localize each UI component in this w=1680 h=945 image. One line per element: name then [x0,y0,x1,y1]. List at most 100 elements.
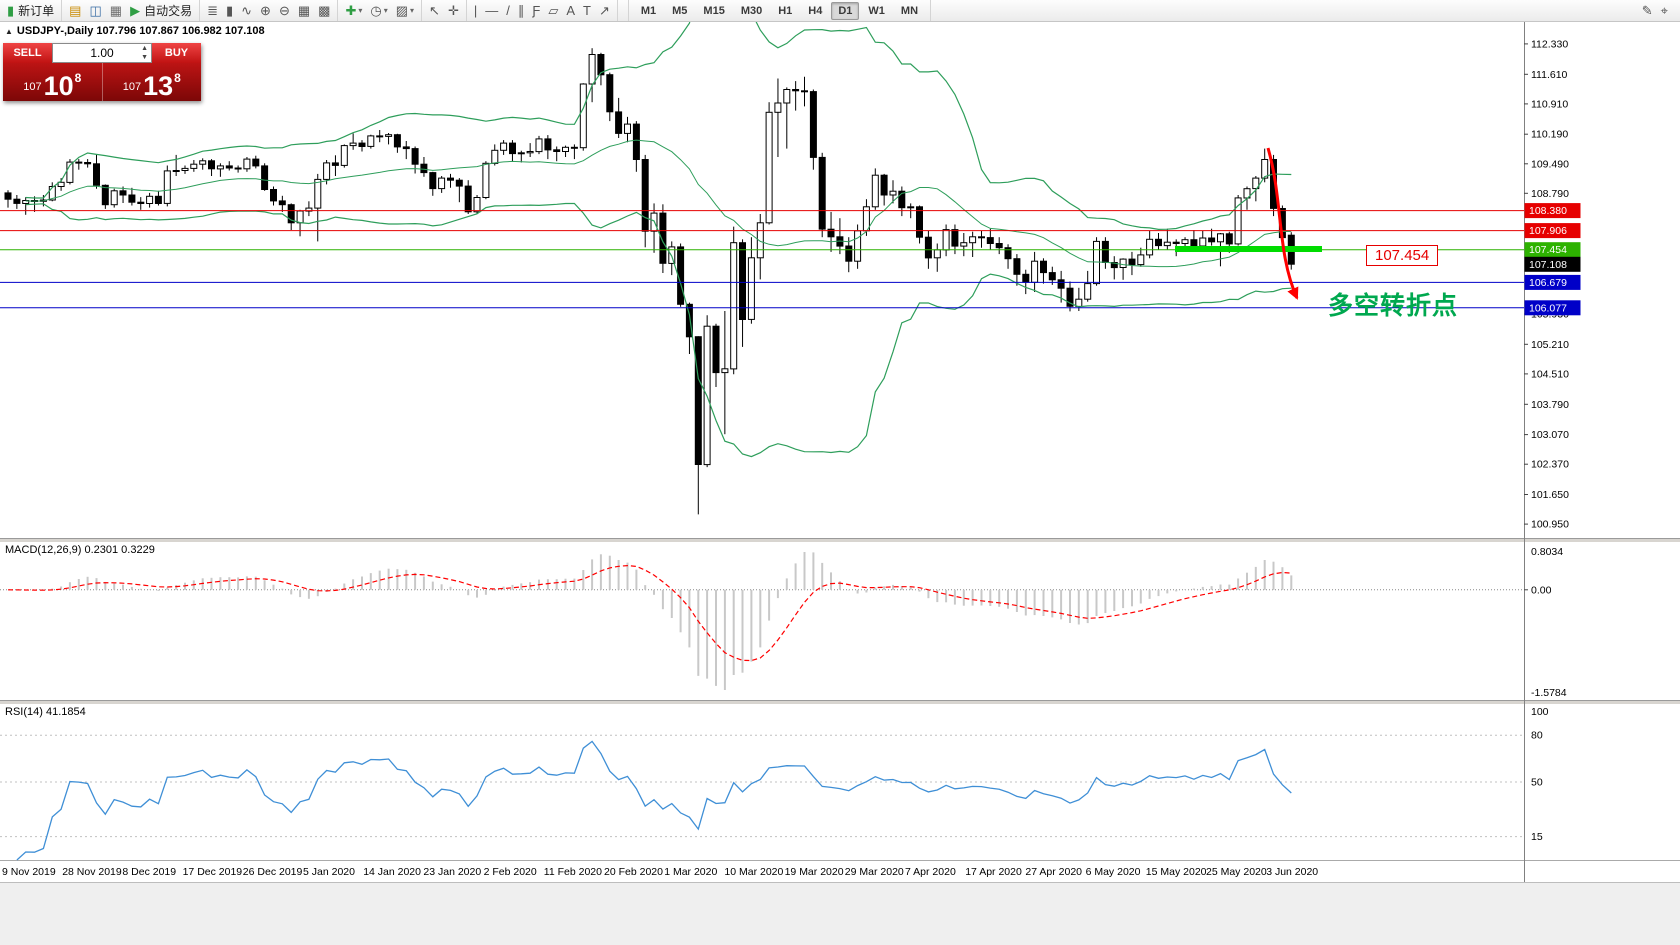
zoom-out-icon: ⊖ [278,3,290,18]
spinner-down-icon[interactable]: ▼ [141,54,148,61]
vertical-line-icon: | [473,3,478,18]
timeframe-m1[interactable]: M1 [640,4,657,17]
svg-text:19 Mar 2020: 19 Mar 2020 [785,866,844,878]
svg-text:111.610: 111.610 [1531,69,1568,81]
candlestick-icon: ▮ [225,3,234,18]
macd-label: MACD(12,26,9) 0.2301 0.3229 [5,544,155,556]
sell-price-prefix: 107 [23,81,42,93]
chart-candles-button[interactable]: ▮ [223,3,236,18]
text-button[interactable]: A [563,3,578,18]
timeframe-m15[interactable]: M15 [703,4,725,17]
horizontal-line-button[interactable]: ― [482,3,501,18]
chart-title: ▲ USDJPY-,Daily 107.796 107.867 106.982 1… [5,25,265,37]
svg-text:103.790: 103.790 [1531,399,1569,411]
shapes-button[interactable]: ▱ [545,3,561,18]
price-callout[interactable]: 107.454 [1366,245,1439,266]
svg-text:9 Nov 2019: 9 Nov 2019 [2,866,56,878]
svg-text:100: 100 [1531,706,1549,718]
chart-canvas[interactable]: 112.330 111.610 110.910 110.190 109.490 108.7… [0,22,1680,945]
timeframe-w1[interactable]: W1 [868,4,885,17]
price-badge-107.906 [1524,223,1581,239]
chart-line-button[interactable]: ∿ [238,3,255,18]
sell-price[interactable]: 107 10 8 [3,63,103,101]
timeframe-d1[interactable]: D1 [831,1,860,20]
text-icon: A [566,3,575,18]
crosshair-button[interactable]: ✛ [445,3,462,18]
crosshair-icon: ✛ [447,3,459,18]
svg-text:8 Dec 2019: 8 Dec 2019 [122,866,176,878]
svg-text:7 Apr 2020: 7 Apr 2020 [905,866,956,878]
vertical-line-button[interactable]: | [471,3,480,18]
terminal-button[interactable]: ▦ [107,3,125,18]
spinner-up-icon[interactable]: ▲ [141,45,148,52]
terminal-icon: ▦ [109,3,123,18]
volume-input[interactable]: 1.00 ▲ ▼ [52,43,152,63]
rsi-panel [0,734,1524,861]
one-click-collapse-icon[interactable]: ▲ [5,27,13,36]
timeframe-h4[interactable]: H4 [808,4,823,17]
trendline-button[interactable]: / [503,3,513,18]
timeframe-m5[interactable]: M5 [672,4,688,17]
buy-price-prefix: 107 [122,81,142,93]
candles-layer [4,48,1295,515]
templates-button[interactable]: ▨ ▾ [393,3,417,18]
pointer-icon: ⌖ [1660,3,1668,18]
svg-text:0.00: 0.00 [1531,584,1552,596]
indicators-button[interactable]: ✚ ▾ [342,3,365,18]
chart-title-text: USDJPY-,Daily 107.796 107.867 106.982 10… [16,25,265,37]
tile-windows-icon: ▦ [297,3,311,18]
bollinger-middle-band [25,139,1292,268]
timeframe-m30[interactable]: M30 [740,4,763,17]
date-axis[interactable]: 9 Nov 2019 28 Nov 2019 8 Dec 2019 17 Dec 20… [2,866,1318,878]
bollinger-upper-band [25,22,1292,231]
profiles-button[interactable]: ◫ [86,3,104,18]
autotrading-button[interactable]: ▶ 自动交易 [127,1,195,20]
new-order-button[interactable]: ▮ 新订单 [4,1,57,20]
zoom-in-button[interactable]: ⊕ [257,3,274,18]
svg-text:2 Feb 2020: 2 Feb 2020 [484,866,537,878]
svg-text:110.190: 110.190 [1531,129,1568,141]
svg-text:101.650: 101.650 [1531,489,1569,501]
svg-text:1 Mar 2020: 1 Mar 2020 [664,866,717,878]
main-toolbar: ▮ 新订单 ▤ ◫ ▦ ▶ 自动交易 ≣ ▮ ∿ ⊕ ⊖ ▦ ▩ ✚ ▾ ◷ ▾ ▨ ▾ ↖ ✛ | ― / ∥ Ƒ ▱ A T ↗ M1 M… [0,0,1680,22]
charts-button[interactable]: ▤ [66,3,84,18]
cursor-icon: ↖ [429,3,440,18]
sell-button[interactable]: SELL [3,43,52,63]
svg-text:50: 50 [1531,777,1543,789]
cursor-button[interactable]: ↖ [426,3,443,18]
svg-text:23 Jan 2020: 23 Jan 2020 [423,866,481,878]
channel-icon: ∥ [517,3,525,18]
chart-bars-button[interactable]: ≣ [204,3,221,18]
svg-text:108.380: 108.380 [1529,205,1567,217]
indicators-plus-icon: ✚ [345,3,357,18]
zoom-out-button[interactable]: ⊖ [276,3,293,18]
svg-text:25 May 2020: 25 May 2020 [1206,866,1267,878]
timeframe-mn[interactable]: MN [900,4,919,17]
volume-spinner[interactable]: ▲ ▼ [139,44,150,62]
price-badge-106.679 [1524,274,1581,290]
fibonacci-button[interactable]: Ƒ [529,3,543,18]
text-label-button[interactable]: T [580,3,594,18]
trendline-icon: / [506,3,510,18]
cascade-windows-button[interactable]: ▩ [315,3,333,18]
svg-text:102.370: 102.370 [1531,459,1569,471]
turning-point-annotation[interactable]: 多空转折点 [1328,292,1459,320]
channel-button[interactable]: ∥ [515,3,528,18]
svg-text:29 Mar 2020: 29 Mar 2020 [845,866,904,878]
chevron-down-icon: ▾ [383,6,388,15]
periods-button[interactable]: ◷ ▾ [367,3,390,18]
pencil-button[interactable]: ✎ [1639,3,1656,18]
down-arrow[interactable] [1266,147,1299,300]
chevron-down-icon: ▾ [358,6,363,15]
price-axis[interactable]: 112.330 111.610 110.910 110.190 109.490 108.7… [1524,22,1581,882]
svg-text:100.950: 100.950 [1531,519,1569,531]
buy-button[interactable]: BUY [152,43,201,63]
horizontal-line-icon: ― [485,3,499,18]
tile-windows-button[interactable]: ▦ [295,3,313,18]
timeframe-h1[interactable]: H1 [778,4,793,17]
buy-price[interactable]: 107 13 8 [103,63,202,101]
pointer-button[interactable]: ⌖ [1658,3,1671,18]
svg-text:107.108: 107.108 [1529,259,1567,271]
arrows-button[interactable]: ↗ [596,3,613,18]
svg-text:27 Apr 2020: 27 Apr 2020 [1025,866,1082,878]
